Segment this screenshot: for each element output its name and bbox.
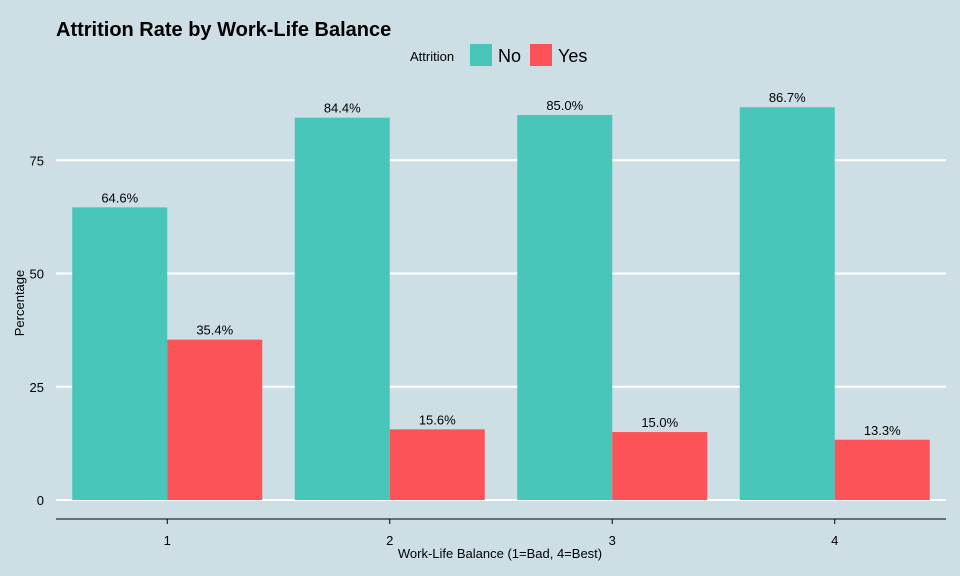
legend-label: Yes bbox=[558, 46, 587, 66]
x-tick-label: 1 bbox=[164, 533, 171, 548]
bar-yes-1 bbox=[167, 339, 263, 500]
bar-yes-4 bbox=[834, 439, 930, 500]
chart-title: Attrition Rate by Work-Life Balance bbox=[56, 19, 391, 41]
y-tick-label: 25 bbox=[30, 380, 44, 395]
x-tick-label: 2 bbox=[386, 533, 393, 548]
y-axis: 0 25 50 75 bbox=[30, 153, 44, 508]
bar-no-4 bbox=[739, 107, 835, 501]
data-label: 64.6% bbox=[101, 190, 138, 205]
bar-no-3 bbox=[517, 114, 613, 500]
x-tick-label: 3 bbox=[609, 533, 616, 548]
bar-yes-2 bbox=[389, 429, 485, 500]
legend-title: Attrition bbox=[410, 49, 454, 64]
bar-yes-3 bbox=[612, 432, 708, 500]
bars bbox=[72, 107, 930, 501]
y-tick-label: 50 bbox=[30, 267, 44, 282]
y-tick-label: 75 bbox=[30, 153, 44, 168]
data-labels: 64.6% 35.4% 84.4% 15.6% 85.0% 15.0% 86.7% 13.3% bbox=[101, 90, 901, 438]
data-label: 15.6% bbox=[419, 412, 456, 427]
legend-label: No bbox=[498, 46, 521, 66]
legend-key-yes bbox=[530, 44, 552, 66]
bar-no-1 bbox=[72, 207, 168, 500]
legend: Attrition No Yes bbox=[410, 44, 587, 66]
y-tick-label: 0 bbox=[37, 493, 44, 508]
y-axis-label: Percentage bbox=[12, 270, 27, 337]
legend-key-no bbox=[470, 44, 492, 66]
data-label: 84.4% bbox=[324, 101, 361, 116]
bar-no-2 bbox=[294, 117, 390, 500]
data-label: 13.3% bbox=[864, 423, 901, 438]
x-axis-label: Work-Life Balance (1=Bad, 4=Best) bbox=[398, 546, 602, 561]
data-label: 85.0% bbox=[546, 98, 583, 113]
x-tick-label: 4 bbox=[831, 533, 838, 548]
x-axis: 1 2 3 4 bbox=[56, 518, 946, 548]
data-label: 15.0% bbox=[641, 415, 678, 430]
data-label: 86.7% bbox=[769, 90, 806, 105]
data-label: 35.4% bbox=[196, 323, 233, 338]
